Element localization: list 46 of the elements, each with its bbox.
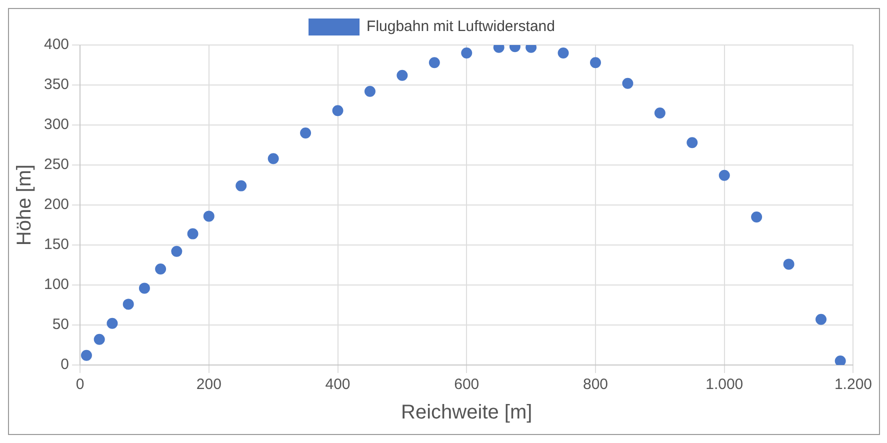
x-axis-title: Reichweite [m] [401,402,532,424]
x-tick-label: 200 [196,376,222,394]
point [171,246,182,257]
x-tick-label: 1.200 [834,376,872,394]
point [94,334,105,345]
point [364,86,376,97]
y-tick-label: 350 [44,76,70,94]
point [590,57,601,68]
x-tick-label: 1.000 [706,376,744,394]
point [187,228,198,240]
y-tick-label: 150 [44,236,70,254]
point [332,105,344,116]
point [654,108,666,118]
y-tick-label: 200 [44,196,70,214]
point [122,298,134,310]
y-tick-label: 50 [52,316,70,334]
point [461,48,472,58]
y-tick-label: 300 [44,116,70,134]
point [622,78,634,89]
point [138,282,150,294]
point [268,153,279,164]
point [428,57,440,68]
point [396,70,408,81]
y-tick-label: 250 [44,156,70,174]
y-axis-title: Höhe [m] [14,164,36,246]
x-tick-label: 0 [76,376,84,394]
point [816,314,827,325]
point [80,350,92,361]
point [686,137,698,148]
x-tick-label: 600 [454,376,480,394]
x-tick-label: 800 [582,376,608,394]
y-tick-label: 400 [44,36,70,54]
point [834,356,846,365]
legend-label: Flugbahn mit Luftwiderstand [366,18,555,36]
point [751,212,762,222]
x-tick-label: 400 [325,376,350,394]
y-tick-label: 0 [60,356,70,374]
point [203,210,214,222]
point [236,180,247,192]
point [783,258,794,270]
point [106,318,118,329]
point [155,264,166,274]
y-tick-label: 100 [44,276,70,294]
point [558,48,569,58]
point [300,128,312,138]
point [718,170,730,181]
